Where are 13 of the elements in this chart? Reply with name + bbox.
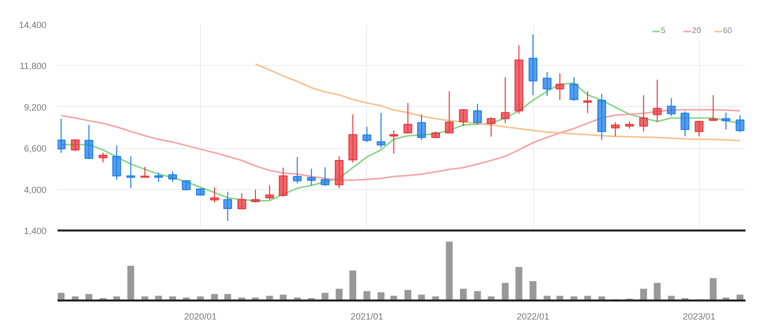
y-tick-label: 1,400	[24, 226, 47, 236]
y-tick-label: 6,600	[24, 144, 47, 154]
legend-label: 60	[723, 26, 733, 35]
x-tick-label: 2020/01	[184, 312, 217, 322]
y-tick-label: 4,000	[24, 184, 47, 195]
legend-label: 20	[692, 26, 702, 35]
x-tick-label: 2023/01	[682, 312, 716, 322]
x-tick-label: 2021/01	[350, 312, 384, 322]
y-tick-label: 11,800	[20, 61, 46, 72]
legend-label: 5	[661, 26, 666, 35]
y-tick-label: 9,200	[24, 102, 47, 112]
y-tick-label: 14,400	[18, 20, 47, 30]
x-tick-label: 2022/01	[516, 312, 550, 322]
